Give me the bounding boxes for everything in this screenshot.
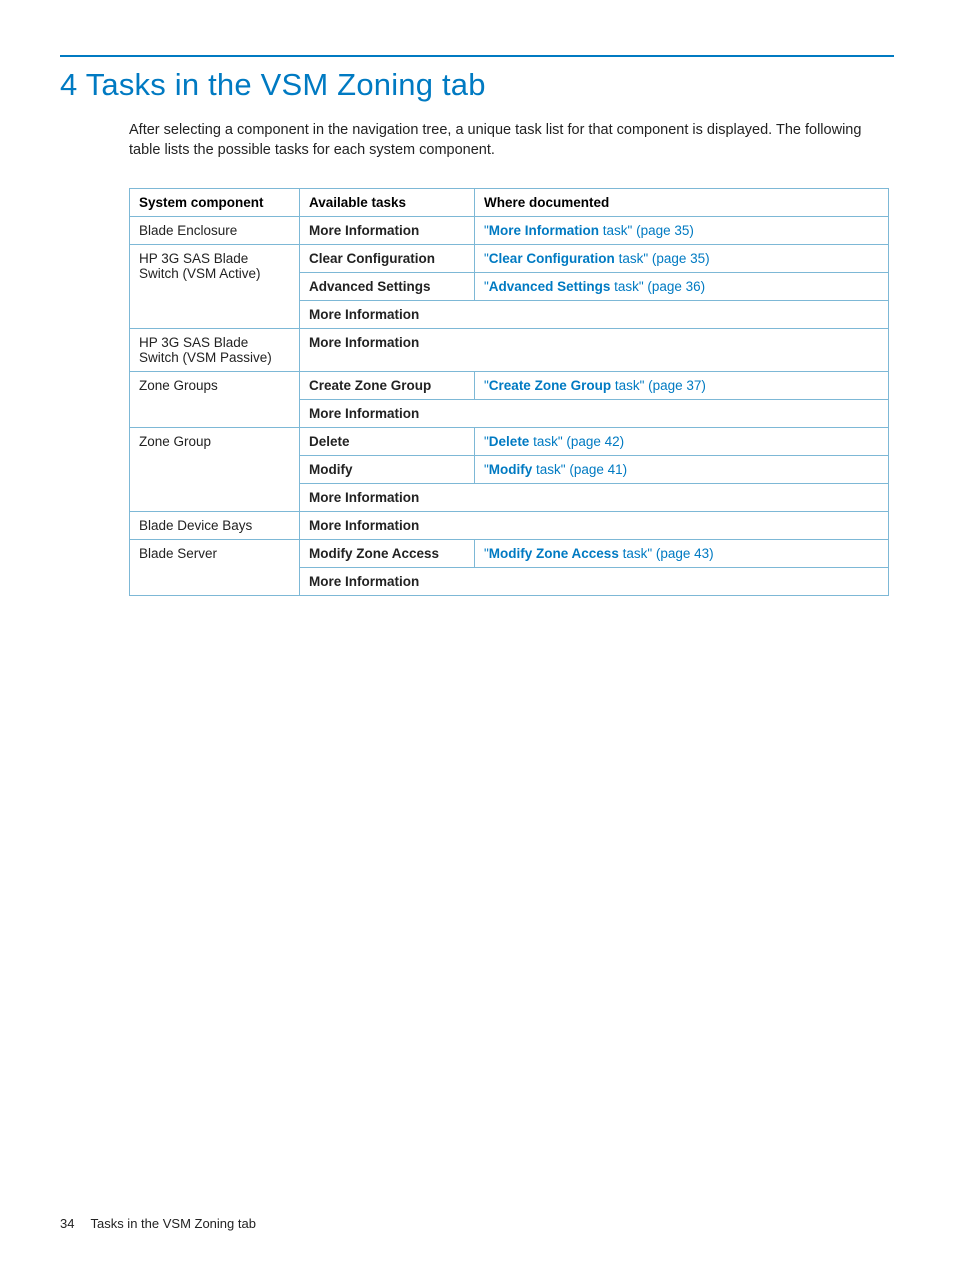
doc-link-bold[interactable]: Modify Zone Access <box>489 546 619 561</box>
cell-task: More Information <box>300 301 889 329</box>
cell-doc: "Delete task" (page 42) <box>475 428 889 456</box>
cell-task: Delete <box>300 428 475 456</box>
cell-task: Clear Configuration <box>300 245 475 273</box>
doc-link-bold[interactable]: Modify <box>489 462 533 477</box>
doc-link-rest[interactable]: task" (page 37) <box>611 378 706 393</box>
cell-component: Zone Group <box>130 428 300 512</box>
doc-link-bold[interactable]: Delete <box>489 434 530 449</box>
header-available-tasks: Available tasks <box>300 189 475 217</box>
page-number: 34 <box>60 1216 74 1231</box>
cell-task: More Information <box>300 484 889 512</box>
cell-doc: "Modify task" (page 41) <box>475 456 889 484</box>
table-row: Zone Groups Create Zone Group "Create Zo… <box>130 372 889 400</box>
doc-link-rest[interactable]: task" (page 35) <box>599 223 694 238</box>
cell-task: Modify <box>300 456 475 484</box>
page-footer: 34 Tasks in the VSM Zoning tab <box>60 1216 256 1231</box>
cell-component: HP 3G SAS Blade Switch (VSM Active) <box>130 245 300 329</box>
table-row: Blade Enclosure More Information "More I… <box>130 217 889 245</box>
doc-link-rest[interactable]: task" (page 41) <box>532 462 627 477</box>
doc-link-bold[interactable]: More Information <box>489 223 599 238</box>
doc-link-rest[interactable]: task" (page 43) <box>619 546 714 561</box>
cell-task: Create Zone Group <box>300 372 475 400</box>
table-row: Zone Group Delete "Delete task" (page 42… <box>130 428 889 456</box>
cell-task: Modify Zone Access <box>300 540 475 568</box>
header-where-documented: Where documented <box>475 189 889 217</box>
doc-link-rest[interactable]: task" (page 36) <box>610 279 705 294</box>
top-rule <box>60 55 894 57</box>
table-row: Blade Server Modify Zone Access "Modify … <box>130 540 889 568</box>
cell-component: HP 3G SAS Blade Switch (VSM Passive) <box>130 329 300 372</box>
cell-task: More Information <box>300 512 889 540</box>
cell-doc: "Clear Configuration task" (page 35) <box>475 245 889 273</box>
cell-doc: "Advanced Settings task" (page 36) <box>475 273 889 301</box>
table-row: HP 3G SAS Blade Switch (VSM Passive) Mor… <box>130 329 889 372</box>
cell-task: More Information <box>300 329 889 372</box>
cell-doc: "Modify Zone Access task" (page 43) <box>475 540 889 568</box>
cell-task: More Information <box>300 400 889 428</box>
cell-task: More Information <box>300 217 475 245</box>
doc-link-bold[interactable]: Create Zone Group <box>489 378 611 393</box>
doc-link-rest[interactable]: task" (page 35) <box>615 251 710 266</box>
cell-component: Zone Groups <box>130 372 300 428</box>
cell-task: Advanced Settings <box>300 273 475 301</box>
cell-doc: "Create Zone Group task" (page 37) <box>475 372 889 400</box>
doc-link-rest[interactable]: task" (page 42) <box>529 434 624 449</box>
cell-component: Blade Device Bays <box>130 512 300 540</box>
doc-link-bold[interactable]: Clear Configuration <box>489 251 615 266</box>
header-system-component: System component <box>130 189 300 217</box>
page-title: 4 Tasks in the VSM Zoning tab <box>60 67 894 103</box>
table-row: HP 3G SAS Blade Switch (VSM Active) Clea… <box>130 245 889 273</box>
cell-component: Blade Enclosure <box>130 217 300 245</box>
tasks-table: System component Available tasks Where d… <box>129 188 889 596</box>
cell-component: Blade Server <box>130 540 300 596</box>
intro-paragraph: After selecting a component in the navig… <box>129 121 894 160</box>
footer-section: Tasks in the VSM Zoning tab <box>90 1216 255 1231</box>
cell-doc: "More Information task" (page 35) <box>475 217 889 245</box>
doc-link-bold[interactable]: Advanced Settings <box>489 279 611 294</box>
table-row: Blade Device Bays More Information <box>130 512 889 540</box>
cell-task: More Information <box>300 568 889 596</box>
